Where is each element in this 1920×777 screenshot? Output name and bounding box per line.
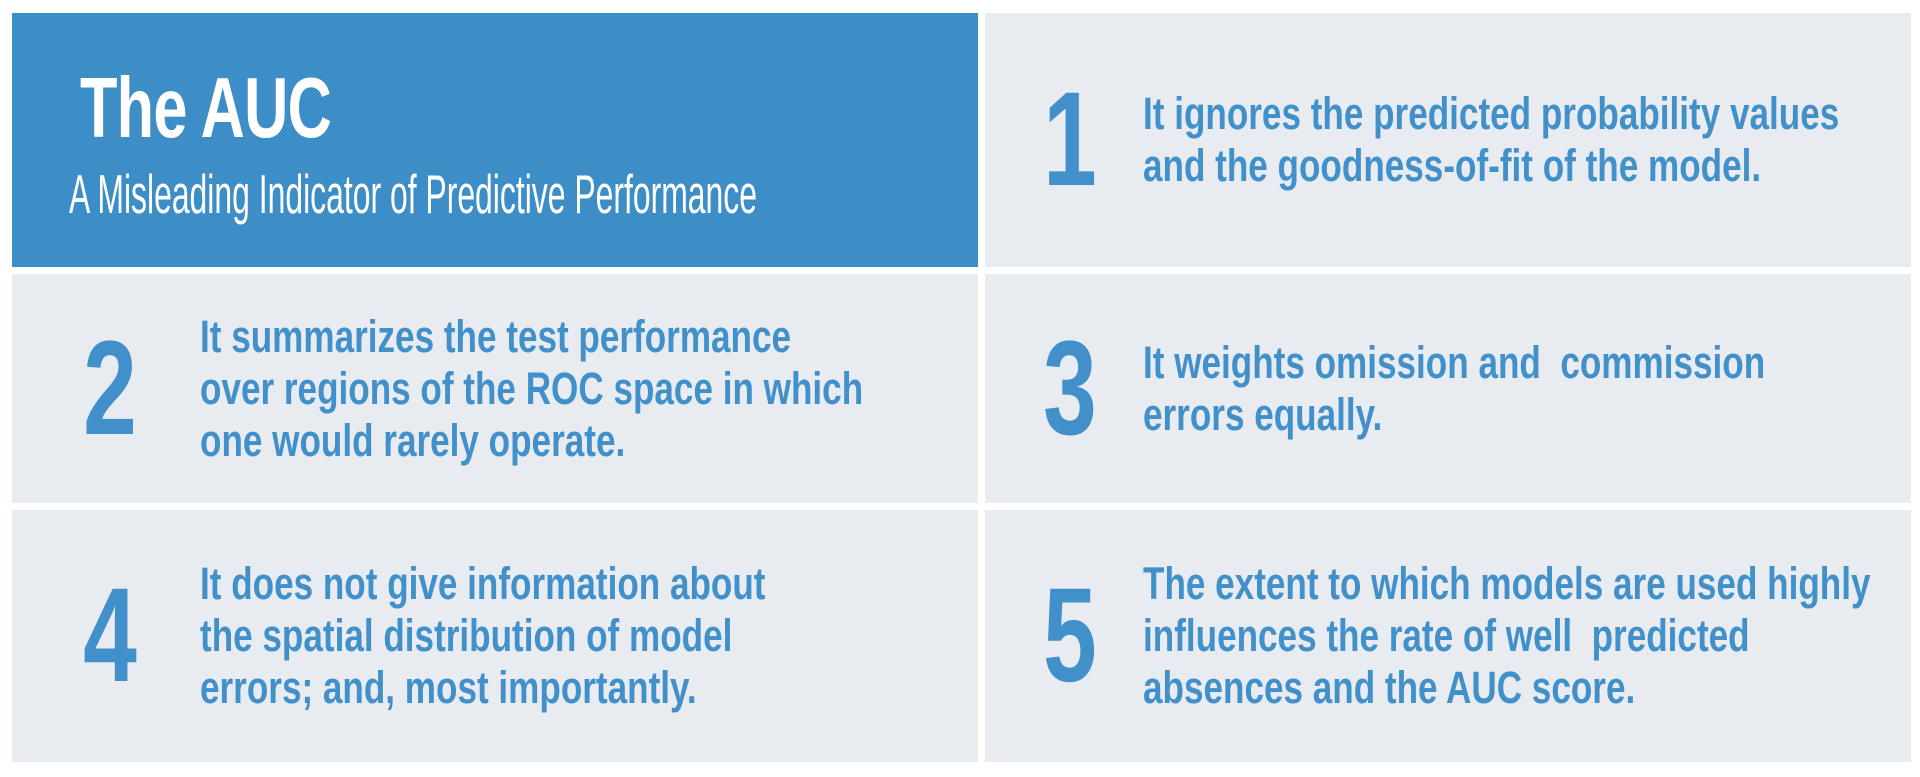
point-3-text: It weights omission and commission error… [1143,337,1765,441]
point-3-line-1: It weights omission and commission [1143,336,1766,388]
point-2-line-3: one would rarely operate. [200,414,626,466]
page-subtitle: A Misleading Indicator of Predictive Per… [69,163,757,225]
point-2-number: 2 [83,313,137,463]
point-card-3: 3 It weights omission and commission err… [985,274,1911,503]
point-card-4: 4 It does not give information about the… [12,510,978,762]
point-1-number: 1 [1043,65,1097,214]
page-title: The AUC [80,61,332,156]
point-card-5: 5 The extent to which models are used hi… [985,510,1911,762]
point-5-line-3: absences and the AUC score. [1143,662,1636,713]
point-card-2: 2 It summarizes the test performance ove… [12,274,978,503]
point-2-line-2: over regions of the ROC space in which [200,362,864,414]
point-2-line-1: It summarizes the test performance [200,310,792,362]
infographic-grid: The AUC A Misleading Indicator of Predic… [12,13,1911,762]
point-5-text: The extent to which models are used high… [1143,558,1870,714]
point-4-text: It does not give information about the s… [200,558,766,714]
point-5-line-2: influences the rate of well predicted [1143,610,1750,661]
point-1-text: It ignores the predicted probability val… [1143,88,1839,192]
point-4-number: 4 [83,561,137,710]
point-3-number: 3 [1043,313,1097,463]
point-4-line-3: errors; and, most importantly. [200,662,697,713]
title-card: The AUC A Misleading Indicator of Predic… [12,13,978,267]
point-1-line-2: and the goodness-of-fit of the model. [1143,140,1762,191]
point-5-number: 5 [1043,561,1097,710]
point-card-1: 1 It ignores the predicted probability v… [985,13,1911,267]
point-4-line-2: the spatial distribution of model [200,610,733,661]
point-4-line-1: It does not give information about [200,558,766,609]
point-5-line-1: The extent to which models are used high… [1143,558,1871,609]
point-3-line-2: errors equally. [1143,388,1383,440]
point-1-line-1: It ignores the predicted probability val… [1143,88,1840,139]
point-2-text: It summarizes the test performance over … [200,311,863,467]
